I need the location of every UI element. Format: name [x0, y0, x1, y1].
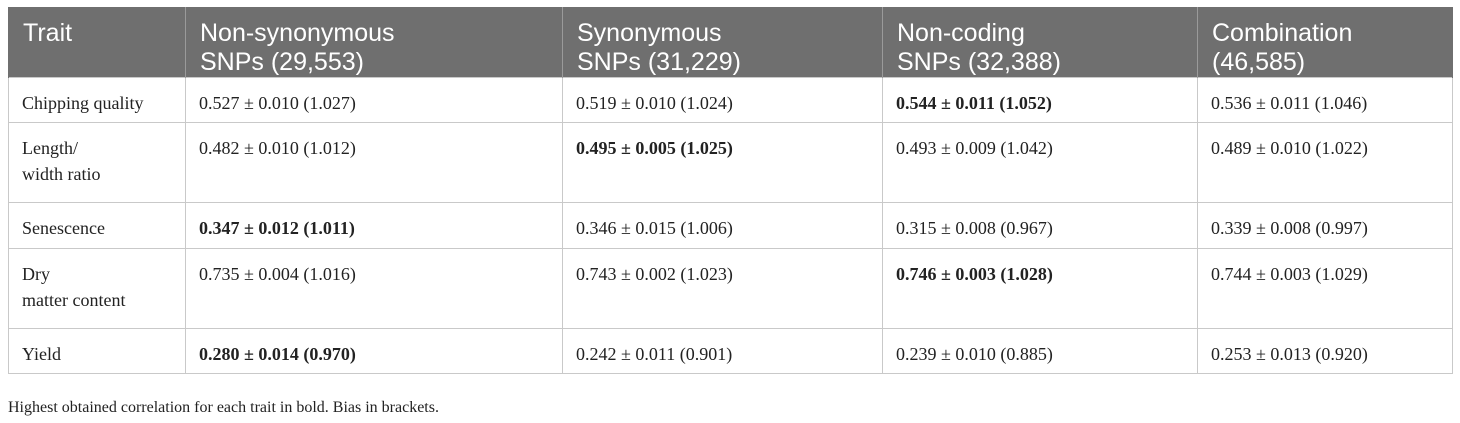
header-non-synonymous: Non-synonymous SNPs (29,553) — [185, 7, 563, 78]
value-cell: 0.489 ± 0.010 (1.022) — [1197, 122, 1453, 203]
table-row: Senescence 0.347 ± 0.012 (1.011) 0.346 ± 0… — [8, 202, 1453, 249]
correlation-value: 0.239 ± 0.010 (0.885) — [896, 344, 1053, 364]
value-cell: 0.339 ± 0.008 (0.997) — [1197, 202, 1453, 249]
header-sublabel: SNPs (31,229) — [577, 48, 741, 76]
header-combination: Combination (46,585) — [1197, 7, 1453, 78]
highest-correlation-value: 0.544 ± 0.011 (1.052) — [896, 93, 1052, 113]
value-cell: 0.242 ± 0.011 (0.901) — [562, 328, 883, 374]
highest-correlation-value: 0.280 ± 0.014 (0.970) — [199, 344, 356, 364]
correlation-value: 0.527 ± 0.010 (1.027) — [199, 93, 356, 113]
value-cell: 0.527 ± 0.010 (1.027) — [185, 77, 563, 123]
highest-correlation-value: 0.347 ± 0.012 (1.011) — [199, 218, 355, 238]
table-row: Length/ width ratio 0.482 ± 0.010 (1.012)… — [8, 122, 1453, 203]
table-footnote: Highest obtained correlation for each tr… — [8, 399, 439, 416]
header-label: Synonymous — [577, 19, 722, 47]
value-cell: 0.493 ± 0.009 (1.042) — [882, 122, 1198, 203]
value-cell: 0.536 ± 0.011 (1.046) — [1197, 77, 1453, 123]
value-cell: 0.735 ± 0.004 (1.016) — [185, 248, 563, 329]
value-cell: 0.544 ± 0.011 (1.052) — [882, 77, 1198, 123]
table-row: Yield 0.280 ± 0.014 (0.970) 0.242 ± 0.011 … — [8, 328, 1453, 374]
correlation-value: 0.315 ± 0.008 (0.967) — [896, 218, 1053, 238]
correlation-value: 0.519 ± 0.010 (1.024) — [576, 93, 733, 113]
trait-cell: Senescence — [8, 202, 186, 249]
correlation-value: 0.743 ± 0.002 (1.023) — [576, 264, 733, 284]
correlation-value: 0.339 ± 0.008 (0.997) — [1211, 218, 1368, 238]
value-cell: 0.253 ± 0.013 (0.920) — [1197, 328, 1453, 374]
value-cell: 0.744 ± 0.003 (1.029) — [1197, 248, 1453, 329]
header-label: Non-coding — [897, 19, 1025, 47]
header-non-coding: Non-coding SNPs (32,388) — [882, 7, 1198, 78]
header-trait: Trait — [8, 7, 186, 78]
value-cell: 0.347 ± 0.012 (1.011) — [185, 202, 563, 249]
value-cell: 0.743 ± 0.002 (1.023) — [562, 248, 883, 329]
value-cell: 0.495 ± 0.005 (1.025) — [562, 122, 883, 203]
value-cell: 0.482 ± 0.010 (1.012) — [185, 122, 563, 203]
correlation-value: 0.346 ± 0.015 (1.006) — [576, 218, 733, 238]
header-sublabel: SNPs (32,388) — [897, 48, 1061, 76]
value-cell: 0.346 ± 0.015 (1.006) — [562, 202, 883, 249]
header-label: Non-synonymous — [200, 19, 395, 47]
correlation-value: 0.482 ± 0.010 (1.012) — [199, 138, 356, 158]
correlation-value: 0.493 ± 0.009 (1.042) — [896, 138, 1053, 158]
table-row: Chipping quality 0.527 ± 0.010 (1.027) 0.5… — [8, 77, 1453, 123]
header-sublabel: (46,585) — [1212, 48, 1306, 76]
trait-cell: Length/ width ratio — [8, 122, 186, 203]
correlation-value: 0.735 ± 0.004 (1.016) — [199, 264, 356, 284]
highest-correlation-value: 0.495 ± 0.005 (1.025) — [576, 138, 733, 158]
table-header: Trait Non-synonymous SNPs (29,553) Synony… — [8, 7, 1453, 78]
results-table-container: Trait Non-synonymous SNPs (29,553) Synony… — [8, 7, 1453, 374]
results-table: Trait Non-synonymous SNPs (29,553) Synony… — [8, 7, 1453, 374]
correlation-value: 0.242 ± 0.011 (0.901) — [576, 344, 733, 364]
header-label: Combination — [1212, 19, 1353, 47]
table-row: Dry matter content 0.735 ± 0.004 (1.016) 0… — [8, 248, 1453, 329]
value-cell: 0.315 ± 0.008 (0.967) — [882, 202, 1198, 249]
trait-cell: Yield — [8, 328, 186, 374]
value-cell: 0.280 ± 0.014 (0.970) — [185, 328, 563, 374]
correlation-value: 0.744 ± 0.003 (1.029) — [1211, 264, 1368, 284]
trait-cell: Chipping quality — [8, 77, 186, 123]
header-label: Trait — [23, 19, 73, 47]
correlation-value: 0.489 ± 0.010 (1.022) — [1211, 138, 1368, 158]
highest-correlation-value: 0.746 ± 0.003 (1.028) — [896, 264, 1053, 284]
trait-cell: Dry matter content — [8, 248, 186, 329]
value-cell: 0.519 ± 0.010 (1.024) — [562, 77, 883, 123]
header-row: Trait Non-synonymous SNPs (29,553) Synony… — [8, 7, 1453, 78]
correlation-value: 0.253 ± 0.013 (0.920) — [1211, 344, 1368, 364]
table-body: Chipping quality 0.527 ± 0.010 (1.027) 0.5… — [8, 77, 1453, 374]
value-cell: 0.239 ± 0.010 (0.885) — [882, 328, 1198, 374]
correlation-value: 0.536 ± 0.011 (1.046) — [1211, 93, 1368, 113]
header-synonymous: Synonymous SNPs (31,229) — [562, 7, 883, 78]
header-sublabel: SNPs (29,553) — [200, 48, 364, 76]
value-cell: 0.746 ± 0.003 (1.028) — [882, 248, 1198, 329]
